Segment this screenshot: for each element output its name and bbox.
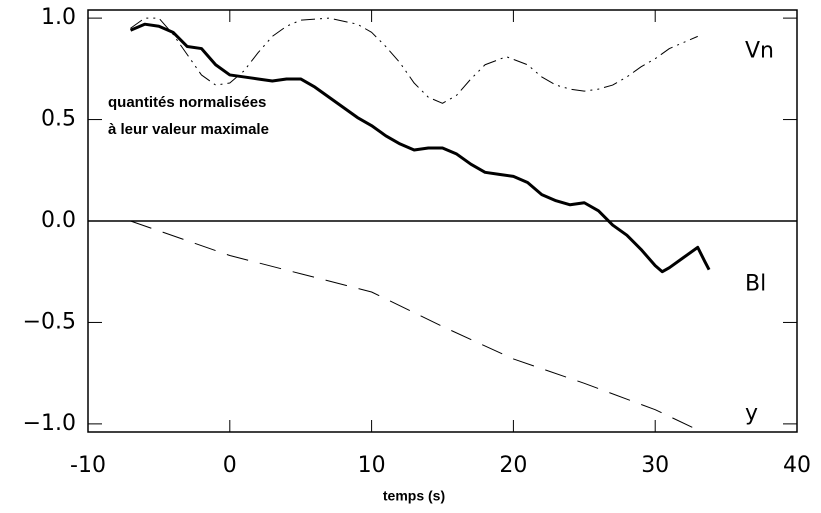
x-tick-label: 20 — [499, 453, 527, 478]
series-line — [130, 17, 698, 104]
y-tick-label: 1.0 — [41, 5, 76, 30]
y-tick-label: −0.5 — [23, 309, 76, 334]
series-label: Vn — [745, 38, 774, 63]
annotation: quantités normalisées — [108, 94, 266, 111]
x-tick-label: 30 — [641, 453, 669, 478]
y-tick-label: −1.0 — [23, 411, 76, 436]
x-axis-label: temps (s) — [383, 488, 445, 504]
y-tick-label: 0.0 — [41, 208, 76, 233]
annotation: à leur valeur maximale — [108, 121, 269, 138]
series-line — [130, 220, 698, 431]
x-tick-label: -10 — [70, 453, 106, 478]
series-label: y — [745, 401, 758, 426]
series-label: Bl — [745, 272, 766, 297]
x-tick-label: 10 — [358, 453, 386, 478]
x-tick-label: 40 — [783, 453, 811, 478]
x-tick-label: 0 — [223, 453, 237, 478]
y-tick-label: 0.5 — [41, 107, 76, 132]
series-line — [129, 22, 711, 274]
